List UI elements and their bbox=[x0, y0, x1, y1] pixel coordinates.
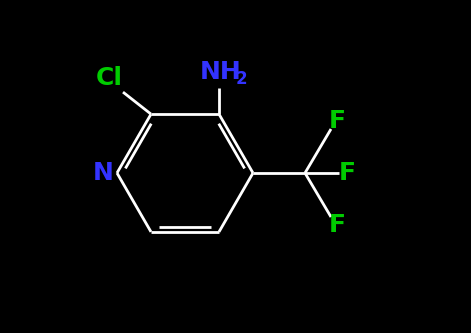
Text: N: N bbox=[93, 161, 114, 185]
Text: F: F bbox=[328, 213, 346, 237]
Text: F: F bbox=[339, 161, 356, 185]
Text: Cl: Cl bbox=[96, 66, 122, 90]
Text: NH: NH bbox=[200, 60, 242, 84]
Text: F: F bbox=[328, 109, 346, 133]
Text: 2: 2 bbox=[235, 70, 247, 88]
